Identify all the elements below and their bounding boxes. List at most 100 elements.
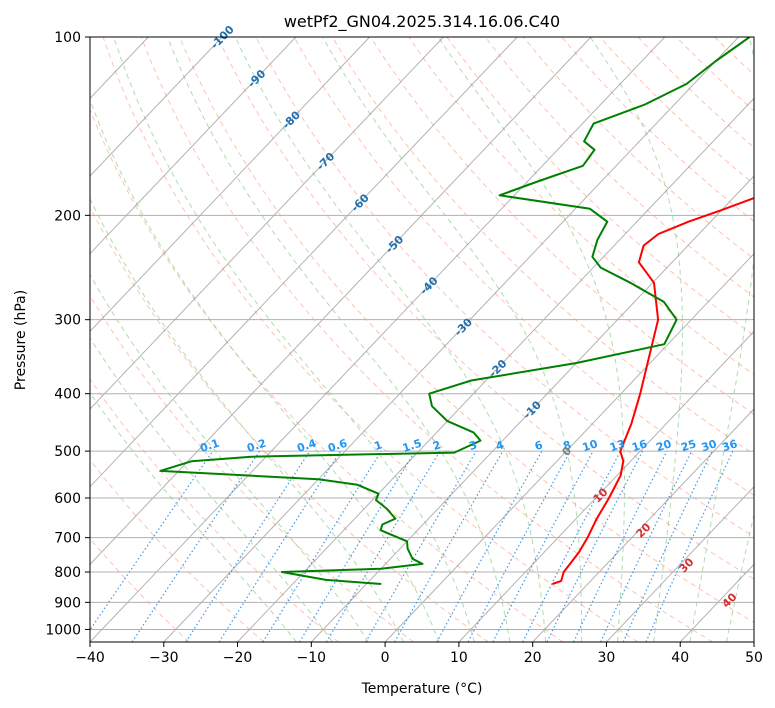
moist-adiabat [90,392,297,642]
sounding-series [159,37,754,585]
dry-adiabat [637,37,754,149]
mixing-ratio-line [436,450,543,642]
y-tick-label: 500 [54,444,81,460]
dry-adiabat [561,37,754,223]
plot-frame [89,36,755,643]
dry-adiabat [102,37,639,642]
x-tick-label: 10 [450,650,468,666]
x-tick-label: −30 [149,650,179,666]
moist-adiabat [90,273,369,642]
y-tick-label: 100 [54,30,81,46]
moist-adiabat [90,197,404,642]
mixing-ratio-label: 36 [721,437,740,454]
y-tick-label: 200 [54,208,81,224]
moist-adiabat [234,37,547,642]
x-tick-label: 20 [524,650,542,666]
dry-adiabat [90,205,489,642]
moist-adiabat [726,512,754,642]
isotherm [90,37,444,410]
isotherm [90,37,518,488]
isotherm [163,37,739,642]
isotherm [753,641,754,642]
isotherm [90,37,592,566]
isotherm [384,252,754,642]
mixing-ratio-line [467,450,571,642]
mixing-ratio-label: 25 [679,437,698,454]
isotherm [606,485,754,642]
mixing-ratio-label: 6 [533,438,545,453]
mixing-ratio-lines [90,450,734,642]
chart-title: wetPf2_GN04.2025.314.16.06.C40 [284,12,560,32]
x-tick-label: 30 [598,650,616,666]
mixing-ratio-label: 2 [431,438,442,453]
mixing-ratio-label: 8 [562,438,573,453]
moist-adiabat [113,37,475,642]
mixing-ratio-line [645,450,734,642]
mixing-ratio-label: 0.1 [198,437,221,455]
mixing-ratio-line [299,450,416,642]
mixing-ratio-line [262,450,382,642]
isotherm [90,37,223,177]
y-axis-label: Pressure (hPa) [13,290,29,390]
dry-adiabat [370,37,754,415]
y-tick-label: 300 [54,313,81,329]
mixing-ratio-line [90,450,214,631]
dry-adiabat [217,37,754,580]
dry-adiabat [140,37,713,642]
moist-adiabat [90,98,440,642]
background-lines [0,37,754,642]
mixing-ratio-line [522,450,622,642]
mixing-ratio-label: 13 [608,437,627,454]
mixing-ratio-label: 20 [655,437,674,454]
mixing-ratio-line [218,450,342,642]
isotherm [237,97,754,642]
y-tick-label: 800 [54,565,81,581]
moist-adiabat [322,37,582,642]
mixing-ratio-label: 3 [467,438,478,453]
isotherm [90,37,371,333]
isotherm [90,37,666,642]
mixing-ratio-label: 0.6 [326,436,349,454]
mixing-ratio-label: 0.4 [295,436,318,454]
dry-adiabat [714,37,754,76]
mixing-ratio-label: 0.2 [245,437,268,455]
mixing-ratio-label: 1.5 [401,437,424,455]
temperature-profile [552,197,754,585]
mixing-ratio-line [622,450,713,642]
dry-adiabat [179,37,754,623]
dry-adiabat [752,37,754,39]
isotherm [0,37,1,642]
dry-adiabat [599,37,754,185]
x-tick-label: 40 [671,650,689,666]
mixing-ratio-line [546,450,644,642]
mixing-ratio-label: 10 [581,437,600,454]
y-tick-label: 600 [54,491,81,507]
pressure-gridlines [90,37,754,630]
y-tick-label: 900 [54,595,81,611]
mixing-ratio-line [131,450,261,642]
x-tick-label: −20 [223,650,253,666]
isotherm [0,37,75,642]
moist-adiabat [689,37,754,642]
dewpoint-profile [159,37,751,585]
isotherm [532,408,754,642]
x-tick-label: −10 [297,650,327,666]
moist-adiabat [437,37,625,642]
mixing-ratio-label: 1 [373,438,384,453]
mixing-ratio-label: 30 [700,437,719,454]
dry-adiabat [331,37,754,455]
mixing-ratio-line [185,450,311,642]
mixing-ratio-line [365,450,477,642]
mixing-ratio-line [572,450,668,642]
x-axis-label: Temperature (°C) [361,681,483,697]
dry-adiabat [293,37,754,496]
mixing-ratio-label: 16 [630,437,649,454]
mixing-ratio-line [394,450,504,642]
dry-adiabat [90,458,265,642]
y-tick-label: 700 [54,531,81,547]
moist-adiabat [90,337,333,642]
axes: −40 −30 −20 −10 0 10 20 30 40 5010020030040050060… [45,30,763,666]
y-tick-label: 400 [54,387,81,403]
y-tick-label: 1000 [45,622,81,638]
